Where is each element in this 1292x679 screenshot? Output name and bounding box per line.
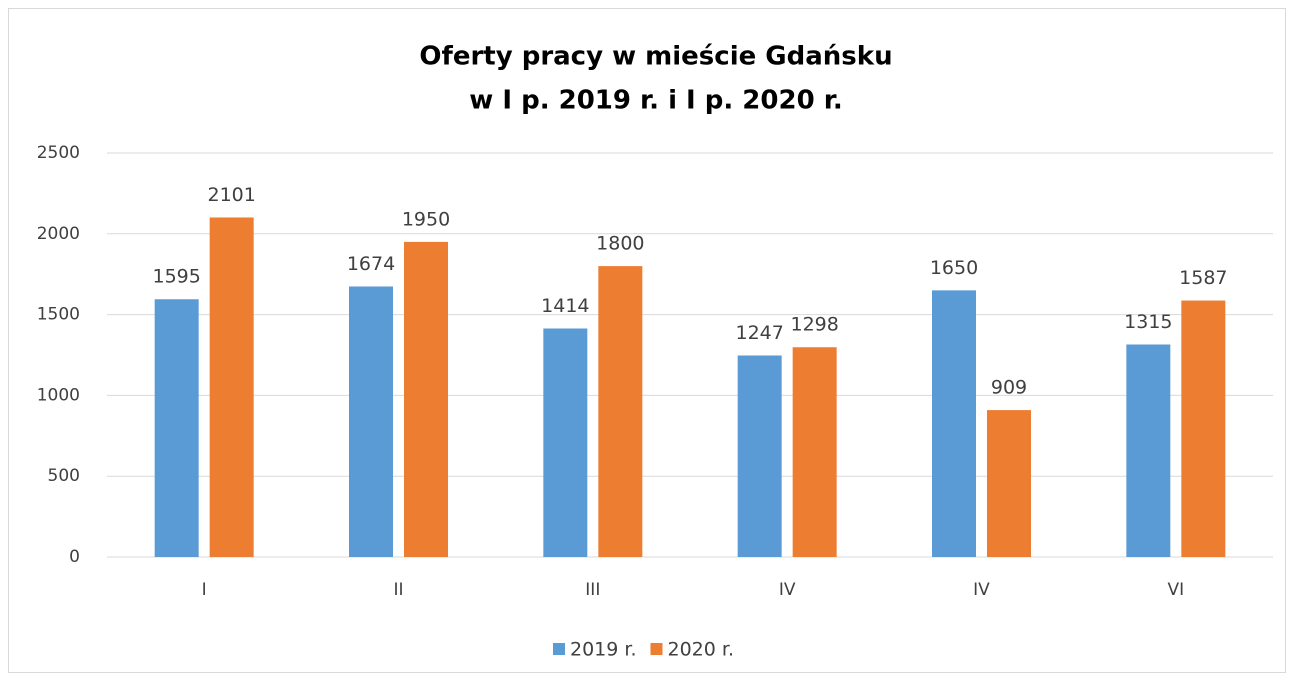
y-tick-label: 1500 xyxy=(37,305,80,325)
y-tick-label: 2500 xyxy=(37,143,80,163)
bar xyxy=(209,217,254,557)
legend-swatch xyxy=(553,643,565,655)
x-tick-label: I xyxy=(202,580,207,600)
legend-label: 2020 r. xyxy=(668,639,735,661)
data-label: 1315 xyxy=(1124,311,1172,333)
y-tick-label: 0 xyxy=(69,547,80,567)
bar xyxy=(598,266,643,557)
bar xyxy=(987,410,1031,557)
y-tick-label: 2000 xyxy=(37,224,80,244)
data-label: 1247 xyxy=(735,322,783,344)
data-label: 909 xyxy=(991,377,1027,399)
x-tick-label: IV xyxy=(779,580,796,600)
y-tick-label: 500 xyxy=(48,466,80,486)
x-tick-label: IV xyxy=(973,580,990,600)
data-label: 2101 xyxy=(207,184,255,206)
data-label: 1298 xyxy=(790,314,838,336)
data-label: 1650 xyxy=(930,257,978,279)
bar xyxy=(1181,300,1226,557)
bar xyxy=(404,241,448,557)
bar xyxy=(349,286,393,557)
data-label: 1414 xyxy=(541,295,589,317)
data-label: 1674 xyxy=(347,253,395,275)
bar xyxy=(792,347,837,557)
bar xyxy=(1126,344,1171,557)
data-label: 1595 xyxy=(152,266,200,288)
data-label: 1587 xyxy=(1179,267,1227,289)
data-label: 1800 xyxy=(596,233,644,255)
chart-title: Oferty pracy w mieście Gdańsku xyxy=(419,42,892,72)
bar xyxy=(932,290,976,557)
bar xyxy=(543,328,588,557)
x-tick-label: II xyxy=(393,580,403,600)
bar xyxy=(737,355,782,557)
legend-swatch xyxy=(650,643,663,655)
legend-label: 2019 r. xyxy=(570,639,637,661)
bar xyxy=(154,299,199,557)
y-tick-label: 1000 xyxy=(37,385,80,405)
chart-title: w I p. 2019 r. i I p. 2020 r. xyxy=(469,86,842,116)
x-tick-label: III xyxy=(585,580,600,600)
data-label: 1950 xyxy=(402,208,450,230)
x-tick-label: VI xyxy=(1168,580,1185,600)
